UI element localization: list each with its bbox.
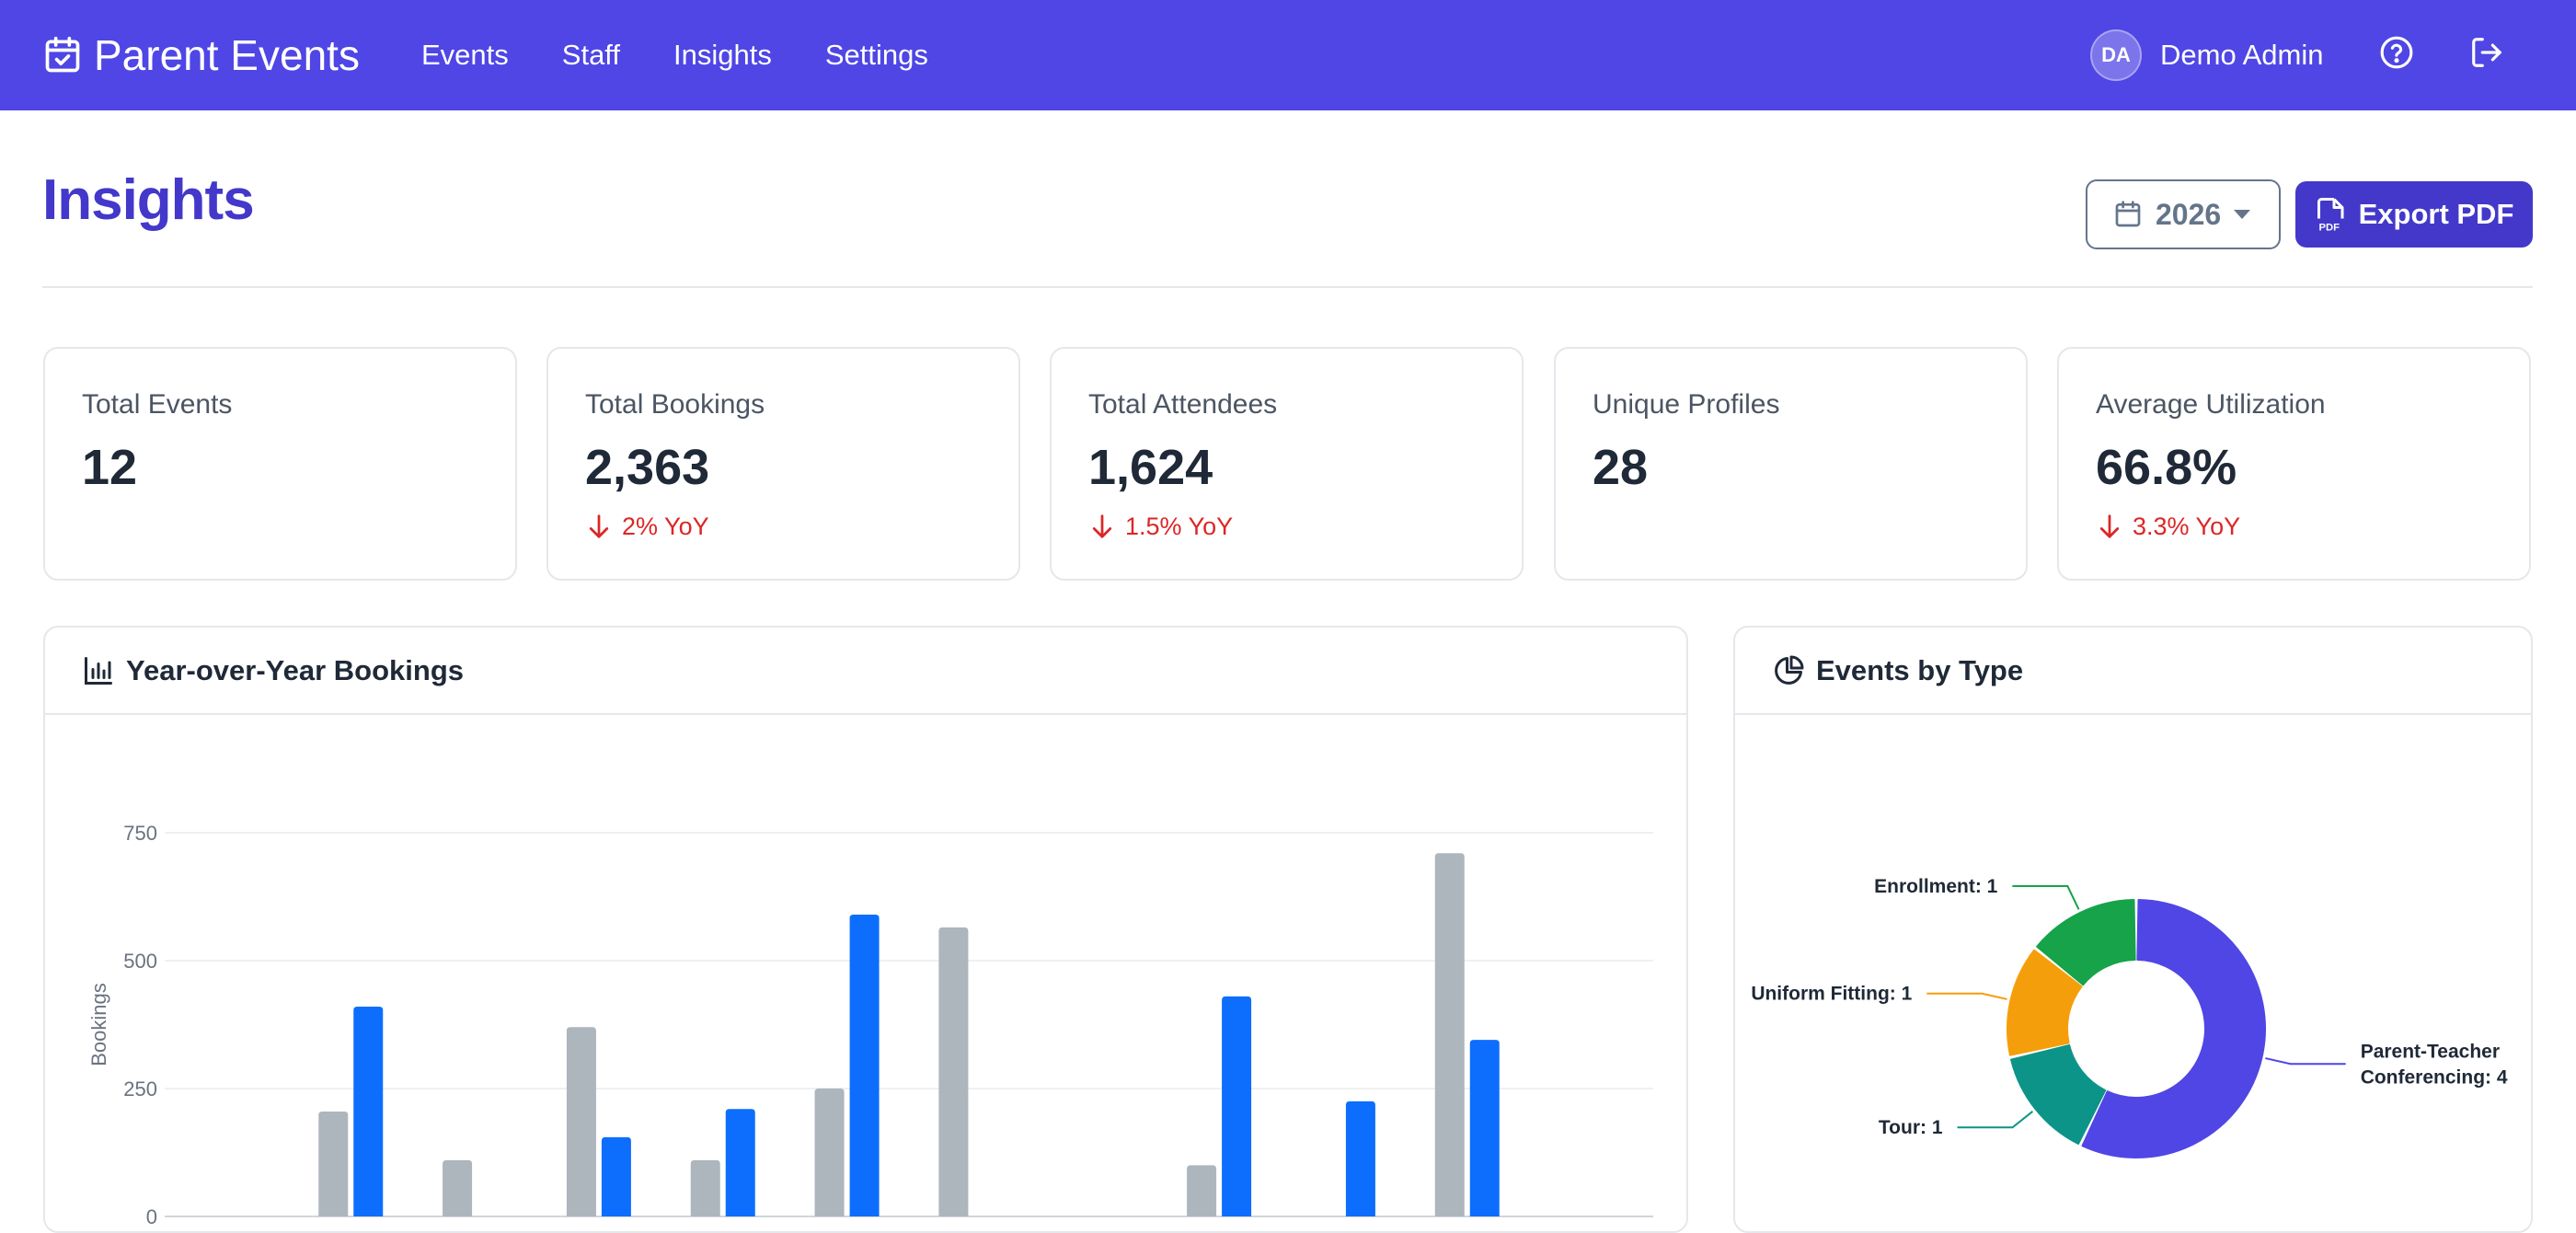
leader-line: [1957, 1111, 2034, 1129]
logout-icon[interactable]: [2469, 35, 2504, 70]
stat-value: 66.8%: [2096, 440, 2237, 495]
bar: [601, 1136, 631, 1216]
leader-line: [1926, 992, 2007, 1000]
bar: [1187, 1165, 1217, 1216]
bar: [1222, 996, 1252, 1216]
nav-staff[interactable]: Staff: [561, 39, 620, 71]
help-icon[interactable]: [2379, 35, 2414, 70]
bar: [443, 1159, 473, 1216]
stat-trend: 3.3% YoY: [2096, 511, 2240, 542]
panel-header: Events by Type: [1735, 628, 2531, 715]
slice-label: Enrollment: 1: [1874, 876, 1998, 897]
bar: [725, 1109, 755, 1216]
stat-value: 28: [1593, 440, 1649, 495]
slice-label: Uniform Fitting: 1: [1751, 984, 1912, 1005]
donut-slice: [2007, 949, 2083, 1056]
export-label: Export PDF: [2358, 198, 2514, 230]
donut-slice: [2036, 899, 2136, 986]
export-pdf-button[interactable]: PDF Export PDF: [2295, 181, 2533, 248]
bar: [1469, 1040, 1500, 1216]
stat-trend-text: 1.5% YoY: [1125, 512, 1234, 540]
y-tick-label: 750: [123, 822, 157, 845]
arrow-down-icon: [2099, 514, 2120, 538]
panel-title: Year-over-Year Bookings: [126, 653, 464, 686]
stat-value: 12: [82, 440, 138, 495]
bar: [1434, 853, 1465, 1216]
brand-title: Parent Events: [94, 31, 360, 79]
header-divider: [42, 286, 2533, 288]
bookings-bar-chart: 0250500750BookingsJanFebMarAprMayJunJulA…: [87, 822, 1653, 1228]
bar: [566, 1027, 596, 1216]
donut-slice: [2081, 899, 2266, 1158]
bar: [1345, 1100, 1375, 1216]
bar: [938, 927, 969, 1216]
leader-line: [2265, 1057, 2346, 1066]
top-navbar: Parent Events Events Staff Insights Sett…: [0, 0, 2576, 110]
stat-trend-text: 3.3% YoY: [2133, 512, 2241, 540]
slice-label: Tour: 1: [1879, 1117, 1943, 1138]
bar: [849, 914, 880, 1216]
year-select[interactable]: 2026: [2086, 179, 2281, 249]
stat-card-total-attendees: Total Attendees 1,624 1.5% YoY: [1050, 347, 1524, 581]
nav-events[interactable]: Events: [421, 39, 509, 71]
stat-trend: 1.5% YoY: [1088, 511, 1233, 542]
page-title: Insights: [42, 168, 255, 232]
calendar-check-icon: [45, 36, 80, 73]
user-menu[interactable]: DA Demo Admin: [2090, 0, 2323, 110]
stat-value: 1,624: [1088, 440, 1213, 495]
donut-slice: [2010, 1044, 2107, 1146]
stat-card-unique-profiles: Unique Profiles 28: [1554, 347, 2028, 581]
y-axis-label: Bookings: [87, 983, 110, 1066]
stat-value: 2,363: [585, 440, 710, 495]
bar-chart-icon: [85, 656, 112, 685]
user-name: Demo Admin: [2160, 39, 2324, 71]
events-by-type-panel: Events by Type Parent-Teacher Conferencin…: [1733, 626, 2533, 1233]
avatar: DA: [2090, 29, 2142, 81]
bar: [353, 1007, 384, 1216]
events-donut-chart: Parent-Teacher Conferencing: 4 Tour: 1 Unif…: [1751, 876, 2508, 1158]
y-tick-label: 500: [123, 950, 157, 973]
leader-line: [2012, 885, 2080, 910]
bar: [318, 1112, 349, 1216]
arrow-down-icon: [589, 514, 609, 538]
chevron-down-icon: [2234, 210, 2251, 219]
nav-insights[interactable]: Insights: [673, 39, 772, 71]
stat-card-total-bookings: Total Bookings 2,363 2% YoY: [546, 347, 1020, 581]
stat-label: Total Bookings: [585, 389, 765, 420]
panel-header: Year-over-Year Bookings: [45, 628, 1686, 715]
stat-label: Average Utilization: [2096, 389, 2326, 420]
pie-chart-icon: [1775, 655, 1804, 685]
stat-label: Total Attendees: [1088, 389, 1278, 420]
nav-settings[interactable]: Settings: [824, 39, 928, 71]
bar: [814, 1089, 845, 1216]
stat-trend-text: 2% YoY: [622, 512, 709, 540]
main-nav: Events Staff Insights Settings: [421, 0, 982, 110]
file-pdf-icon: PDF: [2317, 198, 2344, 233]
bar: [690, 1159, 720, 1216]
stat-card-average-utilization: Average Utilization 66.8% 3.3% YoY: [2057, 347, 2531, 581]
stat-card-total-events: Total Events 12: [43, 347, 517, 581]
slice-label: Parent-Teacher Conferencing: 4: [2361, 1041, 2508, 1088]
y-tick-label: 250: [123, 1077, 157, 1100]
stat-label: Total Events: [82, 389, 233, 420]
panel-title: Events by Type: [1816, 653, 2024, 686]
yoy-bookings-panel: Year-over-Year Bookings 0 250 500 750 Bookin…: [43, 626, 1688, 1233]
year-value: 2026: [2156, 197, 2222, 231]
calendar-icon: [2115, 201, 2141, 227]
stat-trend: 2% YoY: [585, 511, 709, 542]
brand[interactable]: Parent Events: [42, 0, 360, 110]
svg-text:PDF: PDF: [2318, 222, 2340, 233]
stat-label: Unique Profiles: [1593, 389, 1780, 420]
arrow-down-icon: [1092, 514, 1112, 538]
